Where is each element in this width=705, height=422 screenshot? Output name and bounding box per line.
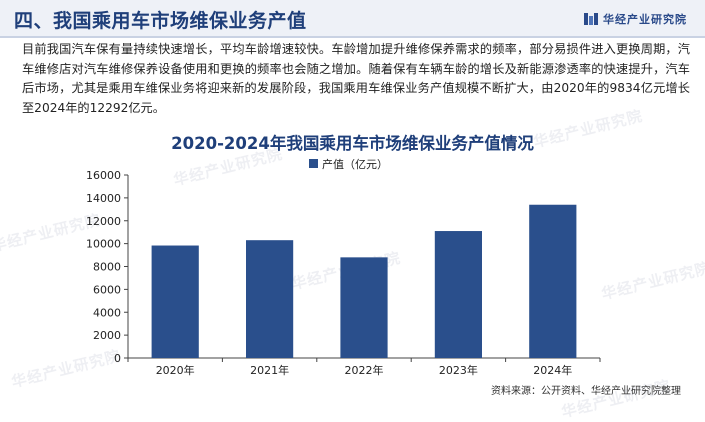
x-tick-label: 2021年: [250, 363, 289, 377]
bar: [246, 240, 294, 358]
bar-chart: 0 2000 4000 6000 8000 10000 12000 14000 16000 202…: [86, 157, 601, 377]
brand-name: 华经产业研究院: [603, 13, 687, 26]
y-tick-label: 16000: [86, 169, 121, 182]
section-header: 四、我国乘用车市场维保业务产值 华经产业研究院: [0, 0, 705, 38]
y-tick-label: 12000: [86, 215, 121, 228]
legend-swatch: [309, 159, 318, 168]
brand: 华经产业研究院: [584, 11, 687, 27]
y-tick-label: 4000: [93, 306, 121, 319]
source-note: 资料来源：公开资料、华经产业研究院整理: [491, 386, 681, 397]
x-tick-label: 2024年: [533, 363, 572, 377]
bar: [434, 231, 482, 358]
y-tick-label: 10000: [86, 238, 121, 251]
y-tick-label: 6000: [93, 283, 121, 296]
bar: [529, 204, 577, 358]
x-tick-label: 2020年: [156, 363, 195, 377]
y-tick-label: 0: [114, 352, 121, 365]
legend-label: 产值（亿元）: [322, 157, 388, 171]
chart-title: 2020-2024年我国乘用车市场维保业务产值情况: [171, 134, 534, 153]
bar: [151, 245, 199, 358]
x-tick-label: 2022年: [345, 363, 384, 377]
y-tick-label: 14000: [86, 192, 121, 205]
y-tick-label: 8000: [93, 261, 121, 274]
section-title: 四、我国乘用车市场维保业务产值: [14, 10, 307, 32]
y-tick-label: 2000: [93, 329, 121, 342]
intro-paragraph: 目前我国汽车保有量持续快速增长，平均车龄增速较快。车龄增加提升维修保养需求的频率…: [22, 42, 690, 115]
bar: [340, 257, 388, 358]
brand-logo-icon: [584, 13, 598, 25]
x-tick-label: 2023年: [439, 363, 478, 377]
